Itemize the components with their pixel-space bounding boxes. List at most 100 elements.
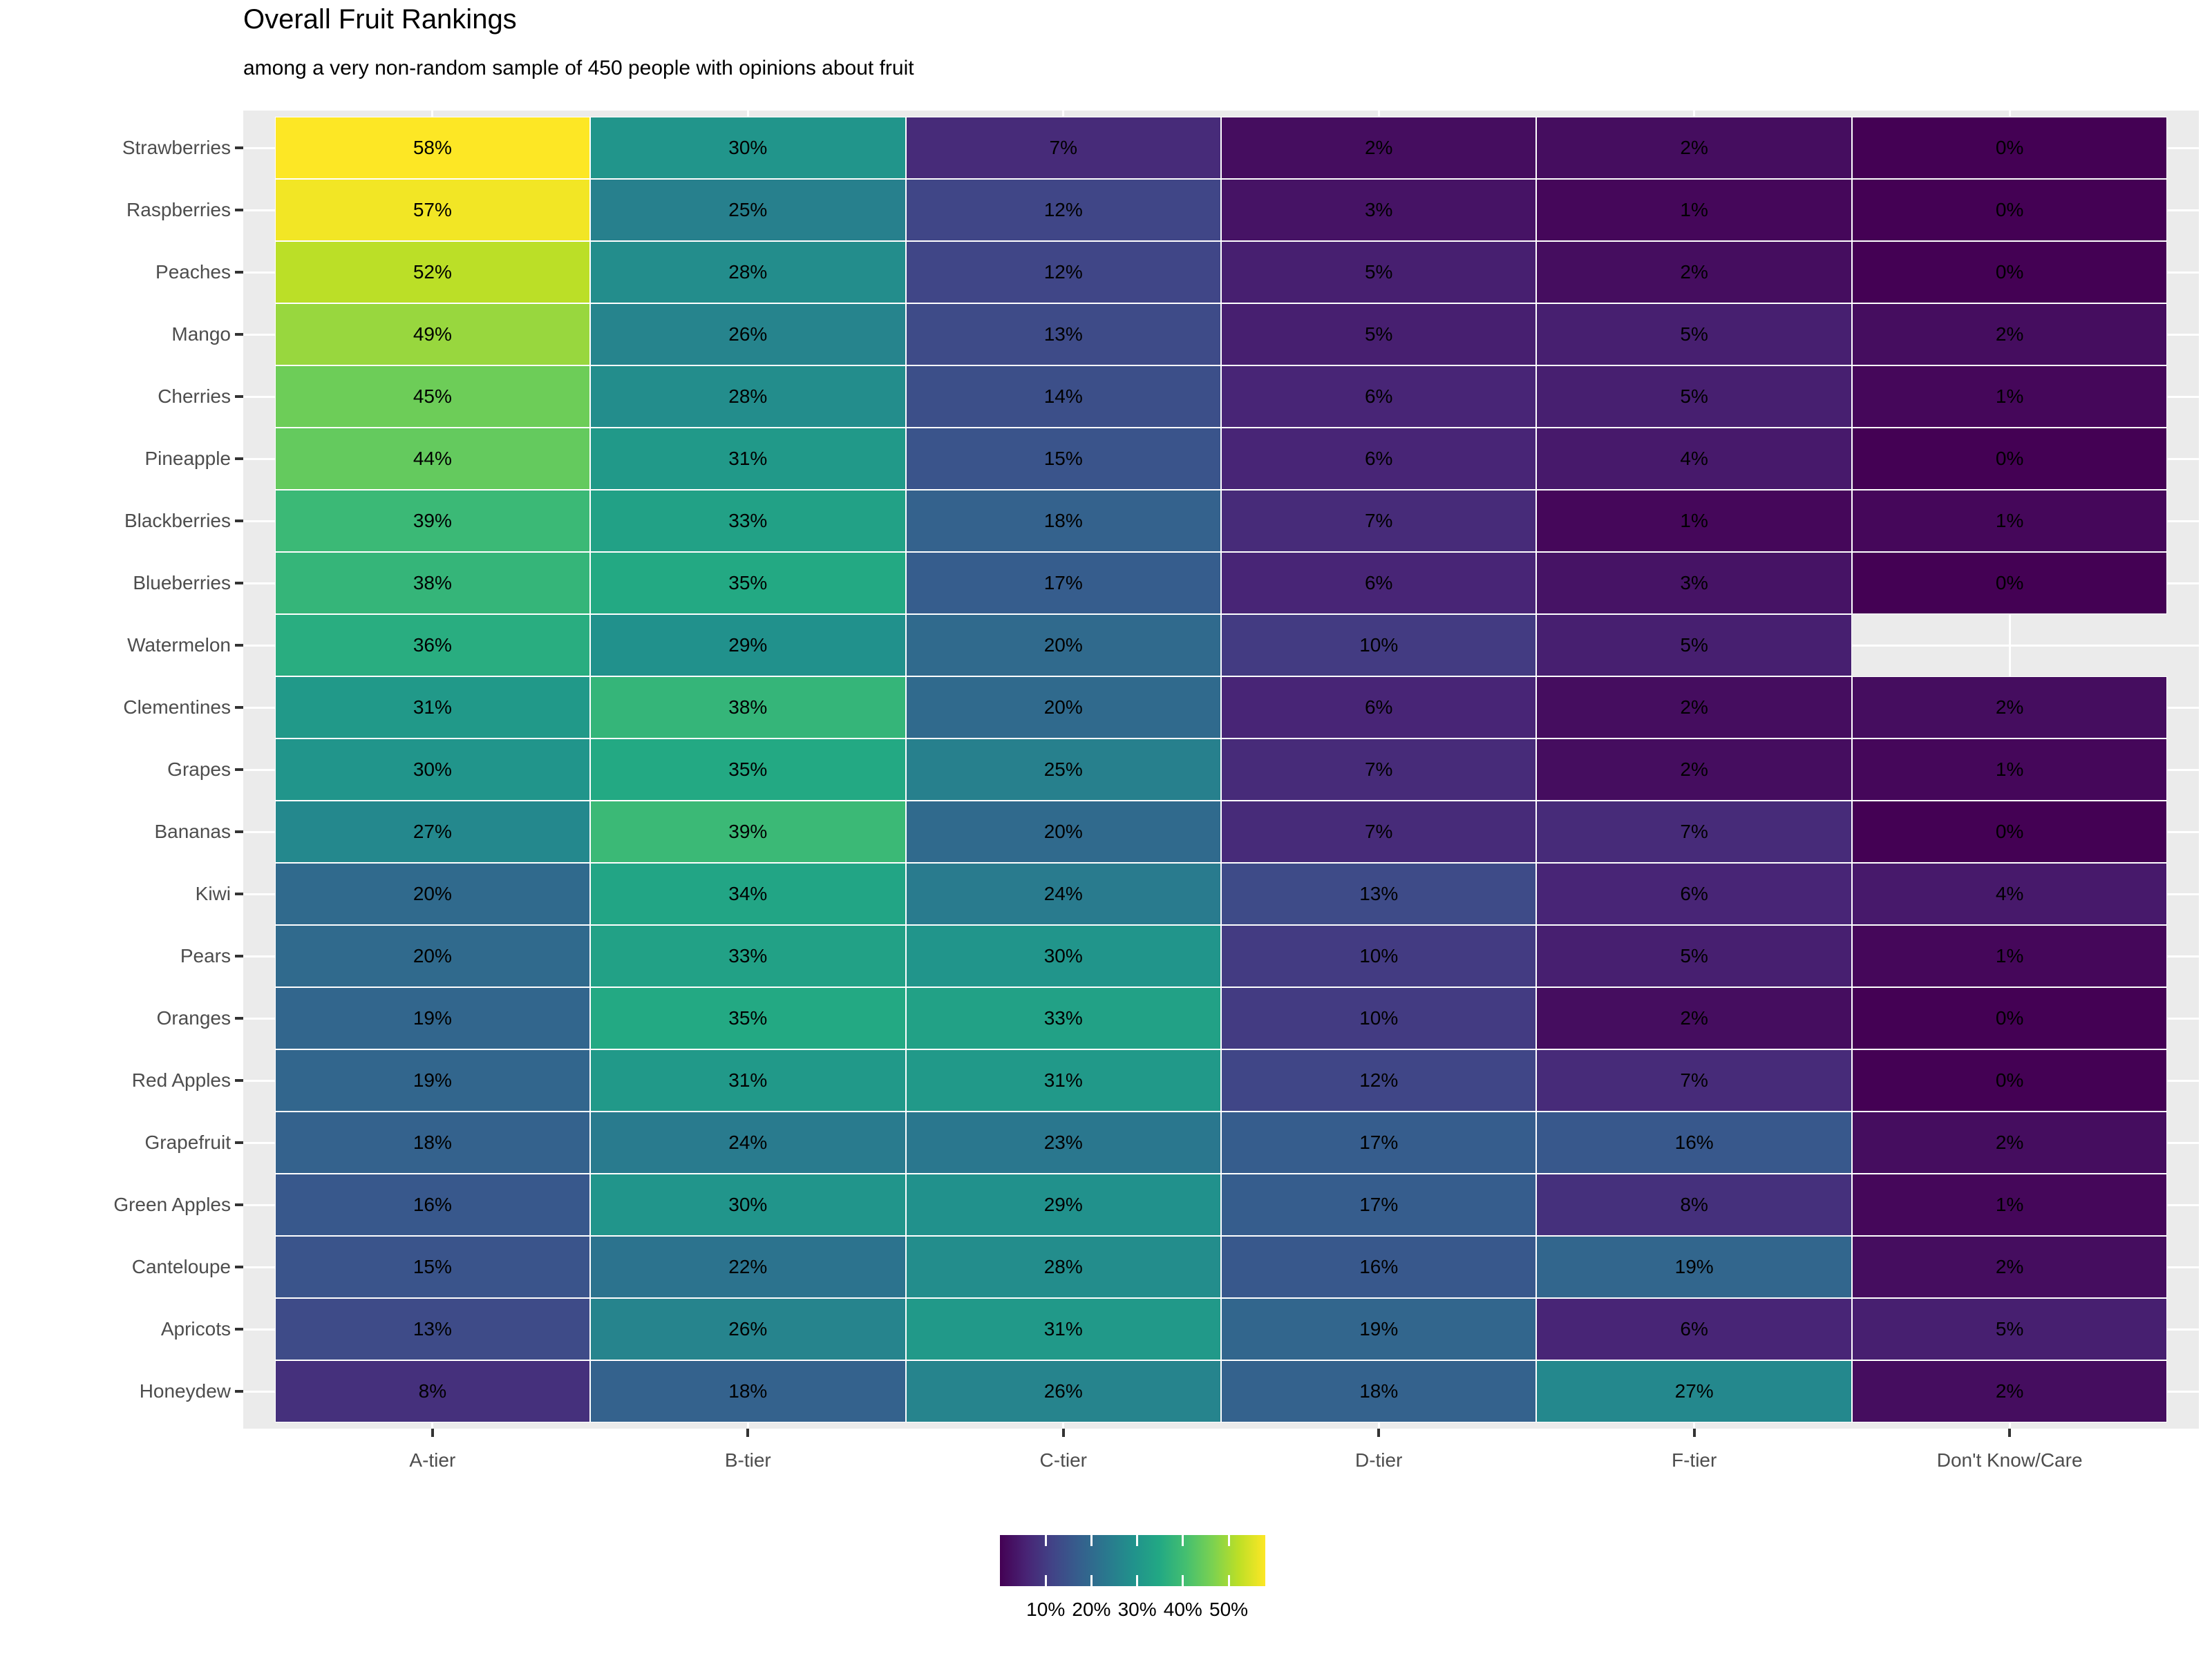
heatmap-cell-raspberries-don-t-know-care: 0%: [1851, 179, 2168, 241]
heatmap-cell-kiwi-don-t-know-care: 4%: [1851, 863, 2168, 925]
heatmap-cell-green-apples-d-tier: 17%: [1221, 1174, 1537, 1236]
heatmap-cell-grapes-f-tier: 2%: [1536, 739, 1852, 801]
heatmap-cell-red-apples-b-tier: 31%: [590, 1049, 906, 1112]
legend-tick-label: 10%: [1026, 1599, 1066, 1620]
heatmap-cell-strawberries-a-tier: 58%: [274, 117, 591, 179]
y-axis-tick: [235, 1390, 243, 1393]
heatmap-cell-pears-b-tier: 33%: [590, 925, 906, 987]
heatmap-cell-bananas-don-t-know-care: 0%: [1851, 801, 2168, 863]
heatmap-cell-apricots-d-tier: 19%: [1221, 1298, 1537, 1360]
heatmap-cell-red-apples-d-tier: 12%: [1221, 1049, 1537, 1112]
heatmap-cell-green-apples-don-t-know-care: 1%: [1851, 1174, 2168, 1236]
heatmap-cell-bananas-a-tier: 27%: [274, 801, 591, 863]
heatmap-cell-mango-b-tier: 26%: [590, 303, 906, 365]
heatmap-cell-kiwi-a-tier: 20%: [274, 863, 591, 925]
heatmap-cell-peaches-f-tier: 2%: [1536, 241, 1852, 303]
y-axis-label-raspberries: Raspberries: [126, 199, 231, 220]
heatmap-cell-oranges-don-t-know-care: 0%: [1851, 987, 2168, 1049]
x-axis-tick: [1061, 1429, 1065, 1437]
heatmap-cell-clementines-don-t-know-care: 2%: [1851, 676, 2168, 739]
x-axis-label-c-tier: C-tier: [1039, 1449, 1087, 1471]
y-axis-tick: [235, 395, 243, 398]
legend-tick-mark: [1182, 1575, 1184, 1586]
heatmap-cell-raspberries-f-tier: 1%: [1536, 179, 1852, 241]
heatmap-cell-pears-a-tier: 20%: [274, 925, 591, 987]
y-axis-tick: [235, 520, 243, 522]
heatmap-cell-bananas-f-tier: 7%: [1536, 801, 1852, 863]
heatmap-cell-pears-don-t-know-care: 1%: [1851, 925, 2168, 987]
heatmap-cell-blackberries-b-tier: 33%: [590, 490, 906, 552]
heatmap-cell-clementines-c-tier: 20%: [905, 676, 1221, 739]
heatmap-cell-mango-d-tier: 5%: [1221, 303, 1537, 365]
y-axis-label-canteloupe: Canteloupe: [131, 1256, 231, 1277]
heatmap-cell-pears-d-tier: 10%: [1221, 925, 1537, 987]
heatmap-cell-canteloupe-f-tier: 19%: [1536, 1236, 1852, 1298]
heatmap-cell-blueberries-d-tier: 6%: [1221, 552, 1537, 614]
heatmap-cell-grapes-b-tier: 35%: [590, 739, 906, 801]
legend-tick-mark: [1182, 1535, 1184, 1546]
y-axis-tick: [235, 893, 243, 895]
heatmap-cell-canteloupe-a-tier: 15%: [274, 1236, 591, 1298]
heatmap-cell-pineapple-b-tier: 31%: [590, 428, 906, 490]
y-axis-label-honeydew: Honeydew: [139, 1380, 231, 1402]
x-axis-label-f-tier: F-tier: [1672, 1449, 1717, 1471]
heatmap-cell-oranges-b-tier: 35%: [590, 987, 906, 1049]
y-axis-label-cherries: Cherries: [158, 385, 231, 407]
heatmap-cell-canteloupe-c-tier: 28%: [905, 1236, 1221, 1298]
x-axis-label-don-t-know-care: Don't Know/Care: [1936, 1449, 2083, 1471]
heatmap-cell-blueberries-don-t-know-care: 0%: [1851, 552, 2168, 614]
y-axis-label-watermelon: Watermelon: [127, 634, 231, 656]
heatmap-cell-clementines-a-tier: 31%: [274, 676, 591, 739]
heatmap-cell-strawberries-d-tier: 2%: [1221, 117, 1537, 179]
y-axis-label-grapes: Grapes: [167, 759, 231, 780]
chart-title: Overall Fruit Rankings: [243, 4, 517, 35]
y-axis-tick: [235, 582, 243, 584]
heatmap-cell-red-apples-don-t-know-care: 0%: [1851, 1049, 2168, 1112]
y-axis-label-apricots: Apricots: [160, 1318, 231, 1340]
heatmap-cell-cherries-a-tier: 45%: [274, 365, 591, 428]
heatmap-cell-strawberries-don-t-know-care: 0%: [1851, 117, 2168, 179]
heatmap-cell-grapefruit-don-t-know-care: 2%: [1851, 1112, 2168, 1174]
heatmap-cell-raspberries-b-tier: 25%: [590, 179, 906, 241]
x-axis-tick: [746, 1429, 750, 1437]
heatmap-cell-red-apples-f-tier: 7%: [1536, 1049, 1852, 1112]
heatmap-cell-canteloupe-don-t-know-care: 2%: [1851, 1236, 2168, 1298]
y-axis-label-kiwi: Kiwi: [195, 883, 231, 904]
legend-tick-mark: [1044, 1575, 1047, 1586]
heatmap-cell-honeydew-a-tier: 8%: [274, 1360, 591, 1422]
y-axis-tick: [235, 1328, 243, 1331]
heatmap-cell-bananas-b-tier: 39%: [590, 801, 906, 863]
heatmap-cell-grapefruit-f-tier: 16%: [1536, 1112, 1852, 1174]
heatmap-cell-pears-c-tier: 30%: [905, 925, 1221, 987]
heatmap-cell-raspberries-a-tier: 57%: [274, 179, 591, 241]
legend-tick-mark: [1227, 1575, 1230, 1586]
y-axis-tick: [235, 271, 243, 274]
heatmap-cell-honeydew-d-tier: 18%: [1221, 1360, 1537, 1422]
heatmap-cell-cherries-d-tier: 6%: [1221, 365, 1537, 428]
heatmap-cell-clementines-d-tier: 6%: [1221, 676, 1537, 739]
heatmap-cell-apricots-a-tier: 13%: [274, 1298, 591, 1360]
heatmap-cell-oranges-f-tier: 2%: [1536, 987, 1852, 1049]
legend-tick-mark: [1227, 1535, 1230, 1546]
legend-tick-label: 50%: [1209, 1599, 1249, 1620]
heatmap-cell-peaches-d-tier: 5%: [1221, 241, 1537, 303]
heatmap-cell-watermelon-d-tier: 10%: [1221, 614, 1537, 676]
y-axis-tick: [235, 644, 243, 647]
heatmap-cell-pineapple-d-tier: 6%: [1221, 428, 1537, 490]
y-axis-tick: [235, 1203, 243, 1206]
heatmap-cell-green-apples-a-tier: 16%: [274, 1174, 591, 1236]
y-axis-tick: [235, 1266, 243, 1268]
heatmap-cell-blackberries-c-tier: 18%: [905, 490, 1221, 552]
heatmap-cell-kiwi-c-tier: 24%: [905, 863, 1221, 925]
heatmap-cell-canteloupe-b-tier: 22%: [590, 1236, 906, 1298]
heatmap-cell-grapes-d-tier: 7%: [1221, 739, 1537, 801]
x-axis-tick: [431, 1429, 434, 1437]
heatmap-cell-peaches-don-t-know-care: 0%: [1851, 241, 2168, 303]
heatmap-cell-mango-don-t-know-care: 2%: [1851, 303, 2168, 365]
heatmap-cell-blueberries-b-tier: 35%: [590, 552, 906, 614]
heatmap-cell-oranges-d-tier: 10%: [1221, 987, 1537, 1049]
legend-tick-mark: [1090, 1575, 1093, 1586]
heatmap-cell-blackberries-f-tier: 1%: [1536, 490, 1852, 552]
y-axis-tick: [235, 1141, 243, 1144]
